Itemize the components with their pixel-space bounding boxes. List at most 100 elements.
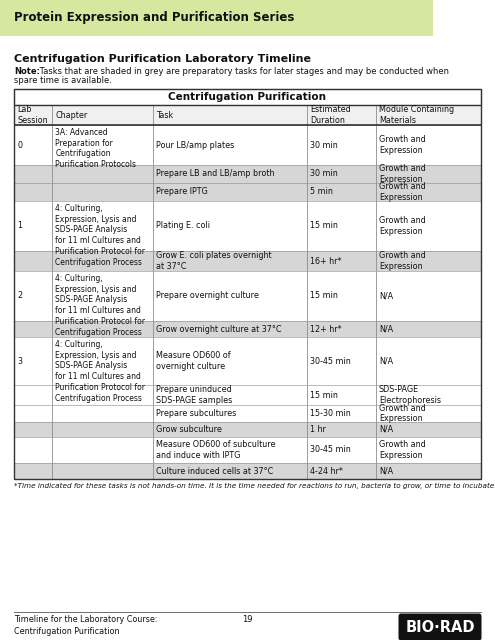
Bar [307,125,376,165]
Bar [14,125,481,165]
Bar [376,105,481,125]
Bar [14,183,481,201]
Text: 15 min: 15 min [310,291,338,301]
Text: 5 min: 5 min [310,188,333,196]
Bar [376,251,481,271]
Bar [376,201,481,251]
Text: Growth and
Expression: Growth and Expression [379,216,426,236]
Bar [14,271,52,321]
Text: *Time indicated for these tasks is not hands-on time. It is the time needed for : *Time indicated for these tasks is not h… [14,483,495,489]
Text: Task: Task [156,111,173,120]
Bar [0,0,433,36]
Bar [307,321,376,337]
Bar [14,165,481,183]
Text: Protein Expression and Purification Series: Protein Expression and Purification Seri… [14,12,295,24]
Bar [14,437,52,463]
Bar [14,385,52,405]
Text: BIO·RAD: BIO·RAD [405,620,475,634]
Text: Centrifugation Purification: Centrifugation Purification [168,92,327,102]
Bar [152,105,307,125]
Text: Grow subculture: Grow subculture [156,425,222,434]
Bar [14,251,481,271]
Bar [14,125,52,165]
Text: SDS-PAGE
Electrophoresis: SDS-PAGE Electrophoresis [379,385,441,404]
Bar [152,165,307,183]
Text: Tasks that are shaded in grey are preparatory tasks for later stages and may be : Tasks that are shaded in grey are prepar… [37,67,449,76]
Bar [14,105,52,125]
Bar [307,105,376,125]
Text: spare time is available.: spare time is available. [14,76,112,85]
Bar [376,321,481,337]
Text: Lab
Session: Lab Session [17,106,48,125]
Bar [52,337,152,385]
Bar [52,183,152,201]
Text: N/A: N/A [379,356,393,365]
FancyBboxPatch shape [398,614,482,640]
Text: Prepare LB and LB/amp broth: Prepare LB and LB/amp broth [156,170,274,179]
Bar [52,125,152,165]
Text: Note:: Note: [14,67,40,76]
Text: 4-24 hr*: 4-24 hr* [310,467,343,476]
Bar [14,89,481,105]
Text: Growth and
Expression: Growth and Expression [379,440,426,460]
Bar [52,201,152,251]
Text: Measure OD600 of subculture
and induce with IPTG: Measure OD600 of subculture and induce w… [156,440,275,460]
Bar [14,463,52,479]
Text: N/A: N/A [379,467,393,476]
Bar [14,271,481,321]
Text: Growth and
Expression: Growth and Expression [379,252,426,271]
Bar [14,89,481,479]
Bar [152,385,307,405]
Text: 1: 1 [17,221,22,230]
Bar [52,437,152,463]
Text: N/A: N/A [379,425,393,434]
Text: Chapter: Chapter [55,111,88,120]
Text: Growth and
Expression: Growth and Expression [379,182,426,202]
Bar [14,183,52,201]
Bar [307,422,376,437]
Text: 1 hr: 1 hr [310,425,326,434]
Text: 30-45 min: 30-45 min [310,356,350,365]
Bar [307,463,376,479]
Bar [52,422,152,437]
Text: 4: Culturing,
Expression, Lysis and
SDS-PAGE Analysis
for 11 ml Cultures and
Pur: 4: Culturing, Expression, Lysis and SDS-… [55,340,146,403]
Bar [307,337,376,385]
Bar [14,165,52,183]
Bar [376,271,481,321]
Bar [14,201,481,251]
Text: 12+ hr*: 12+ hr* [310,324,342,333]
Text: 15 min: 15 min [310,221,338,230]
Bar [52,105,152,125]
Text: Grow overnight culture at 37°C: Grow overnight culture at 37°C [156,324,281,333]
Bar [14,321,52,337]
Bar [14,385,481,405]
Text: 30 min: 30 min [310,170,338,179]
Bar [14,437,481,463]
Bar [376,165,481,183]
Text: 0: 0 [17,141,22,150]
Bar [152,321,307,337]
Bar [14,337,52,385]
Text: Culture induced cells at 37°C: Culture induced cells at 37°C [156,467,273,476]
Bar [307,183,376,201]
Bar [307,251,376,271]
Bar [152,463,307,479]
Bar [52,385,152,405]
Text: Measure OD600 of
overnight culture: Measure OD600 of overnight culture [156,351,230,371]
Bar [152,183,307,201]
Bar [14,405,52,422]
Text: Grow E. coli plates overnight
at 37°C: Grow E. coli plates overnight at 37°C [156,252,271,271]
Text: 15 min: 15 min [310,390,338,399]
Bar [376,125,481,165]
Bar [376,337,481,385]
Text: Timeline for the Laboratory Course:
Centrifugation Purification: Timeline for the Laboratory Course: Cent… [14,615,157,636]
Bar [52,271,152,321]
Text: Growth and
Expression: Growth and Expression [379,135,426,155]
Text: N/A: N/A [379,324,393,333]
Bar [376,437,481,463]
Bar [14,251,52,271]
Bar [307,165,376,183]
Bar [376,463,481,479]
Bar [152,201,307,251]
Text: Plating E. coli: Plating E. coli [156,221,210,230]
